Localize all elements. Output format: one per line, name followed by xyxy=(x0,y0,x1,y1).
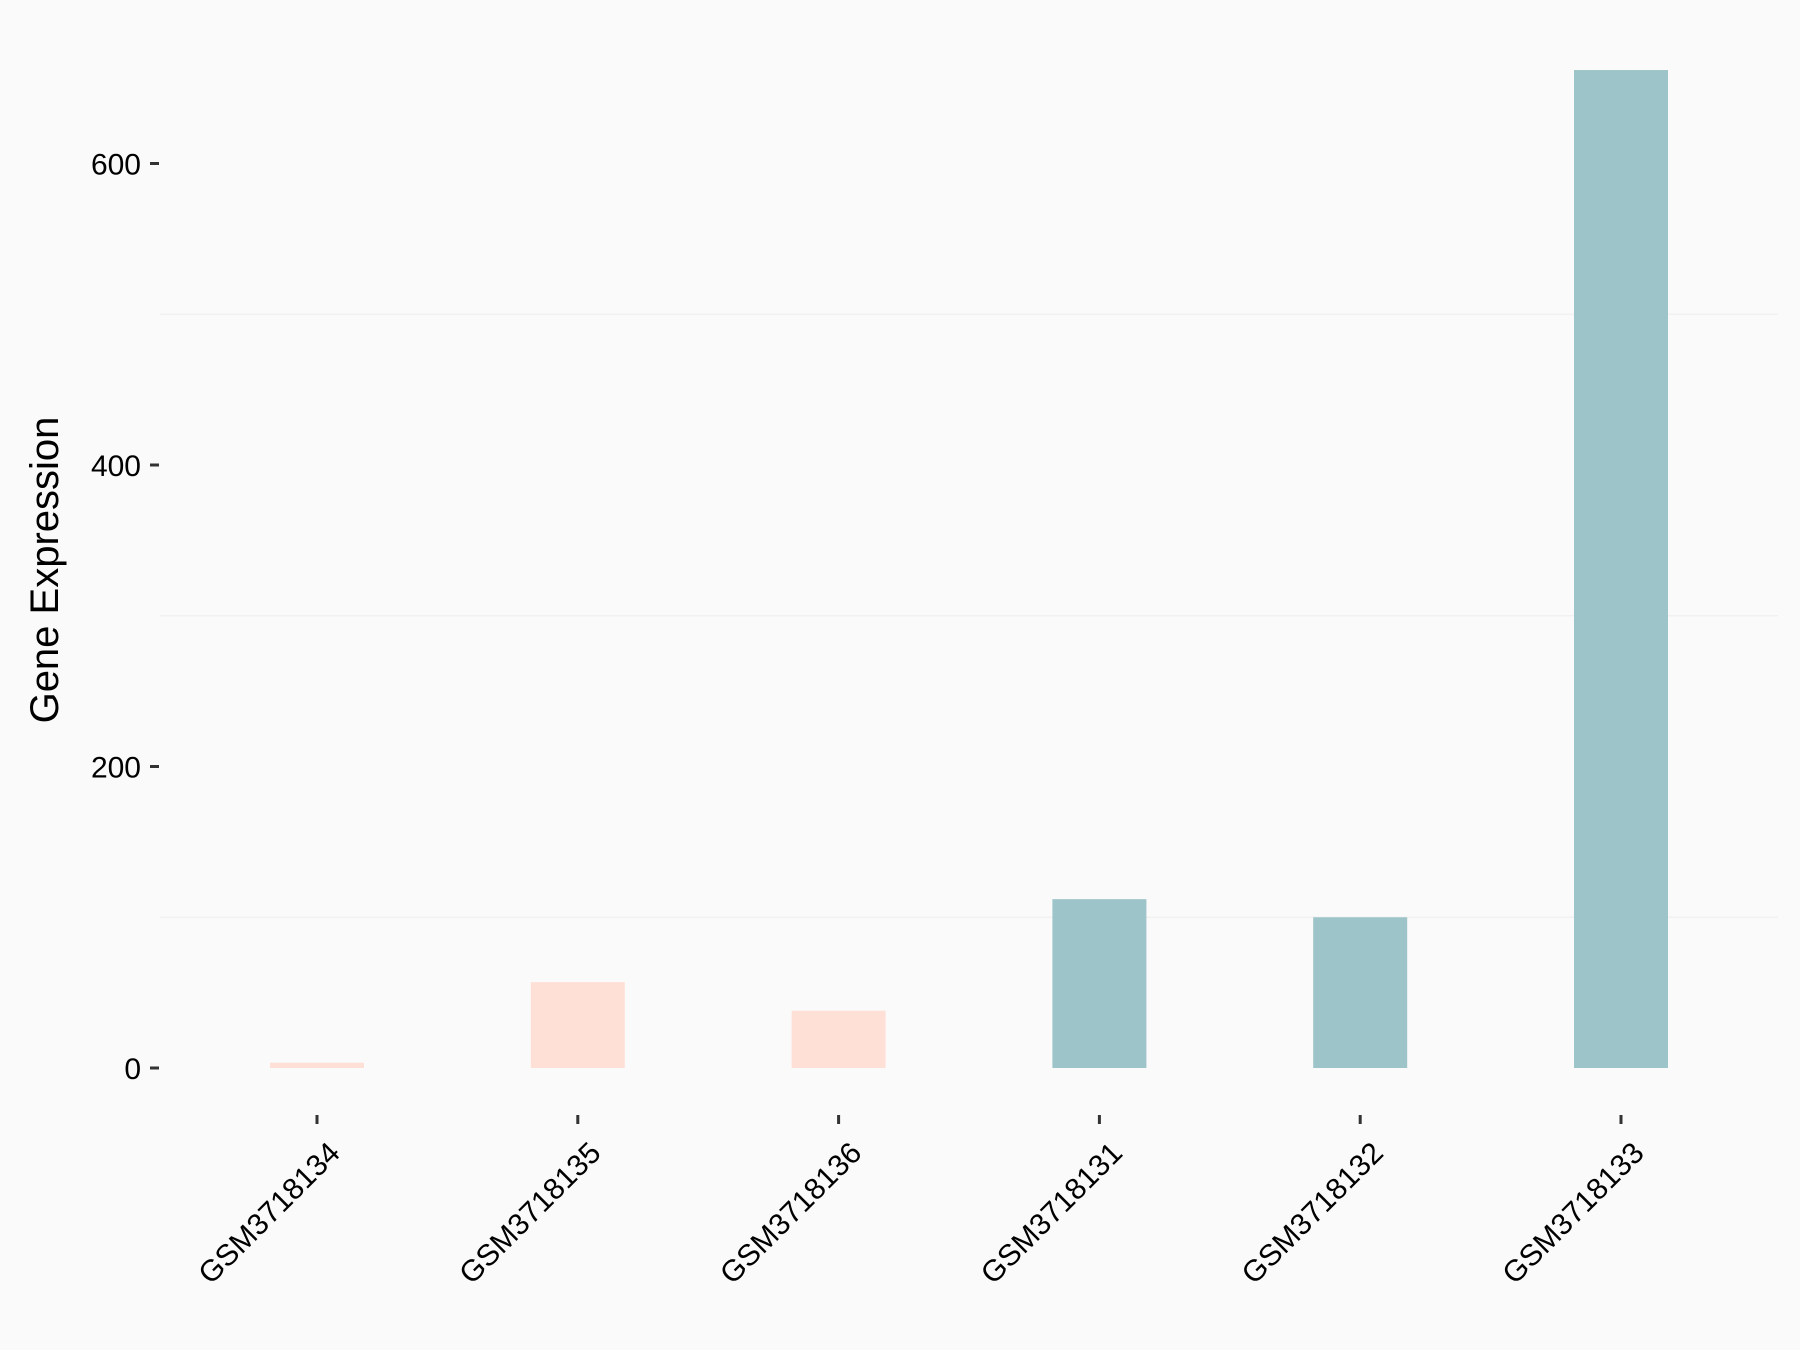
gridlines xyxy=(160,313,1778,918)
x-tick-label-GSM3718135: GSM3718135 xyxy=(453,1136,607,1290)
x-tick-label-GSM3718133: GSM3718133 xyxy=(1496,1136,1650,1290)
x-tick-label-GSM3718132: GSM3718132 xyxy=(1236,1136,1390,1290)
bar-GSM3718134 xyxy=(270,1062,364,1068)
bar-GSM3718135 xyxy=(530,982,625,1068)
y-tick-label-0: 0 xyxy=(124,1053,141,1086)
y-axis-title: Gene Expression xyxy=(23,417,67,724)
bar-GSM3718133 xyxy=(1574,70,1668,1068)
y-axis: 0 200 400 600 xyxy=(91,149,159,1086)
x-tick-label-GSM3718131: GSM3718131 xyxy=(975,1136,1129,1290)
y-tick-label-200: 200 xyxy=(91,752,141,785)
bar-GSM3718131 xyxy=(1052,899,1147,1068)
x-axis: GSM3718134 GSM3718135 GSM3718136 GSM3718131… xyxy=(192,1115,1651,1291)
x-tick-label-GSM3718134: GSM3718134 xyxy=(192,1136,346,1290)
x-tick-label-GSM3718136: GSM3718136 xyxy=(714,1136,868,1290)
bar-GSM3718136 xyxy=(791,1010,886,1068)
bar-GSM3718132 xyxy=(1313,917,1408,1068)
bars xyxy=(270,70,1668,1068)
y-tick-label-400: 400 xyxy=(91,450,141,483)
y-tick-label-600: 600 xyxy=(91,149,141,182)
